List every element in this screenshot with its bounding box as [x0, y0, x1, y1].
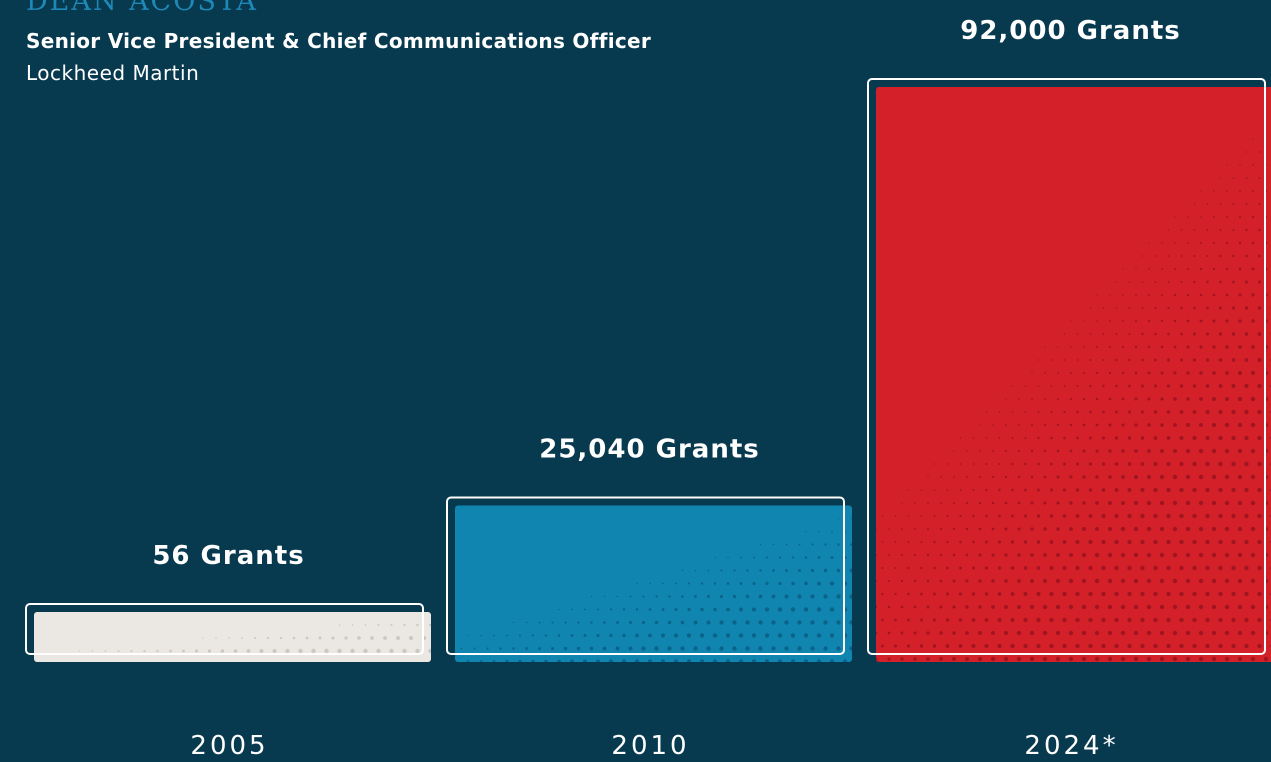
bar-halftone-2010	[455, 517, 852, 662]
category-label-2010: 2010	[611, 731, 689, 761]
person-title: Senior Vice President & Chief Communicat…	[26, 29, 652, 53]
bar-halftone-2024	[876, 138, 1271, 662]
bar-2024	[876, 87, 1271, 662]
data-label-2010: 25,040 Grants	[539, 435, 760, 465]
category-label-2005: 2005	[190, 731, 268, 761]
data-label-2024: 92,000 Grants	[960, 16, 1181, 46]
bar-outline-2024	[867, 78, 1266, 655]
organization-name: Lockheed Martin	[26, 61, 200, 85]
category-label-2024: 2024*	[1024, 731, 1118, 761]
data-label-2005: 56 Grants	[152, 541, 304, 571]
person-name: DEAN ACOSTA	[26, 0, 258, 17]
bar-outline-2005	[25, 603, 424, 655]
bar-outline-2010	[446, 496, 845, 655]
bar-halftone-2005	[78, 623, 431, 654]
bar-2010	[455, 505, 852, 662]
bar-2005	[34, 612, 431, 662]
